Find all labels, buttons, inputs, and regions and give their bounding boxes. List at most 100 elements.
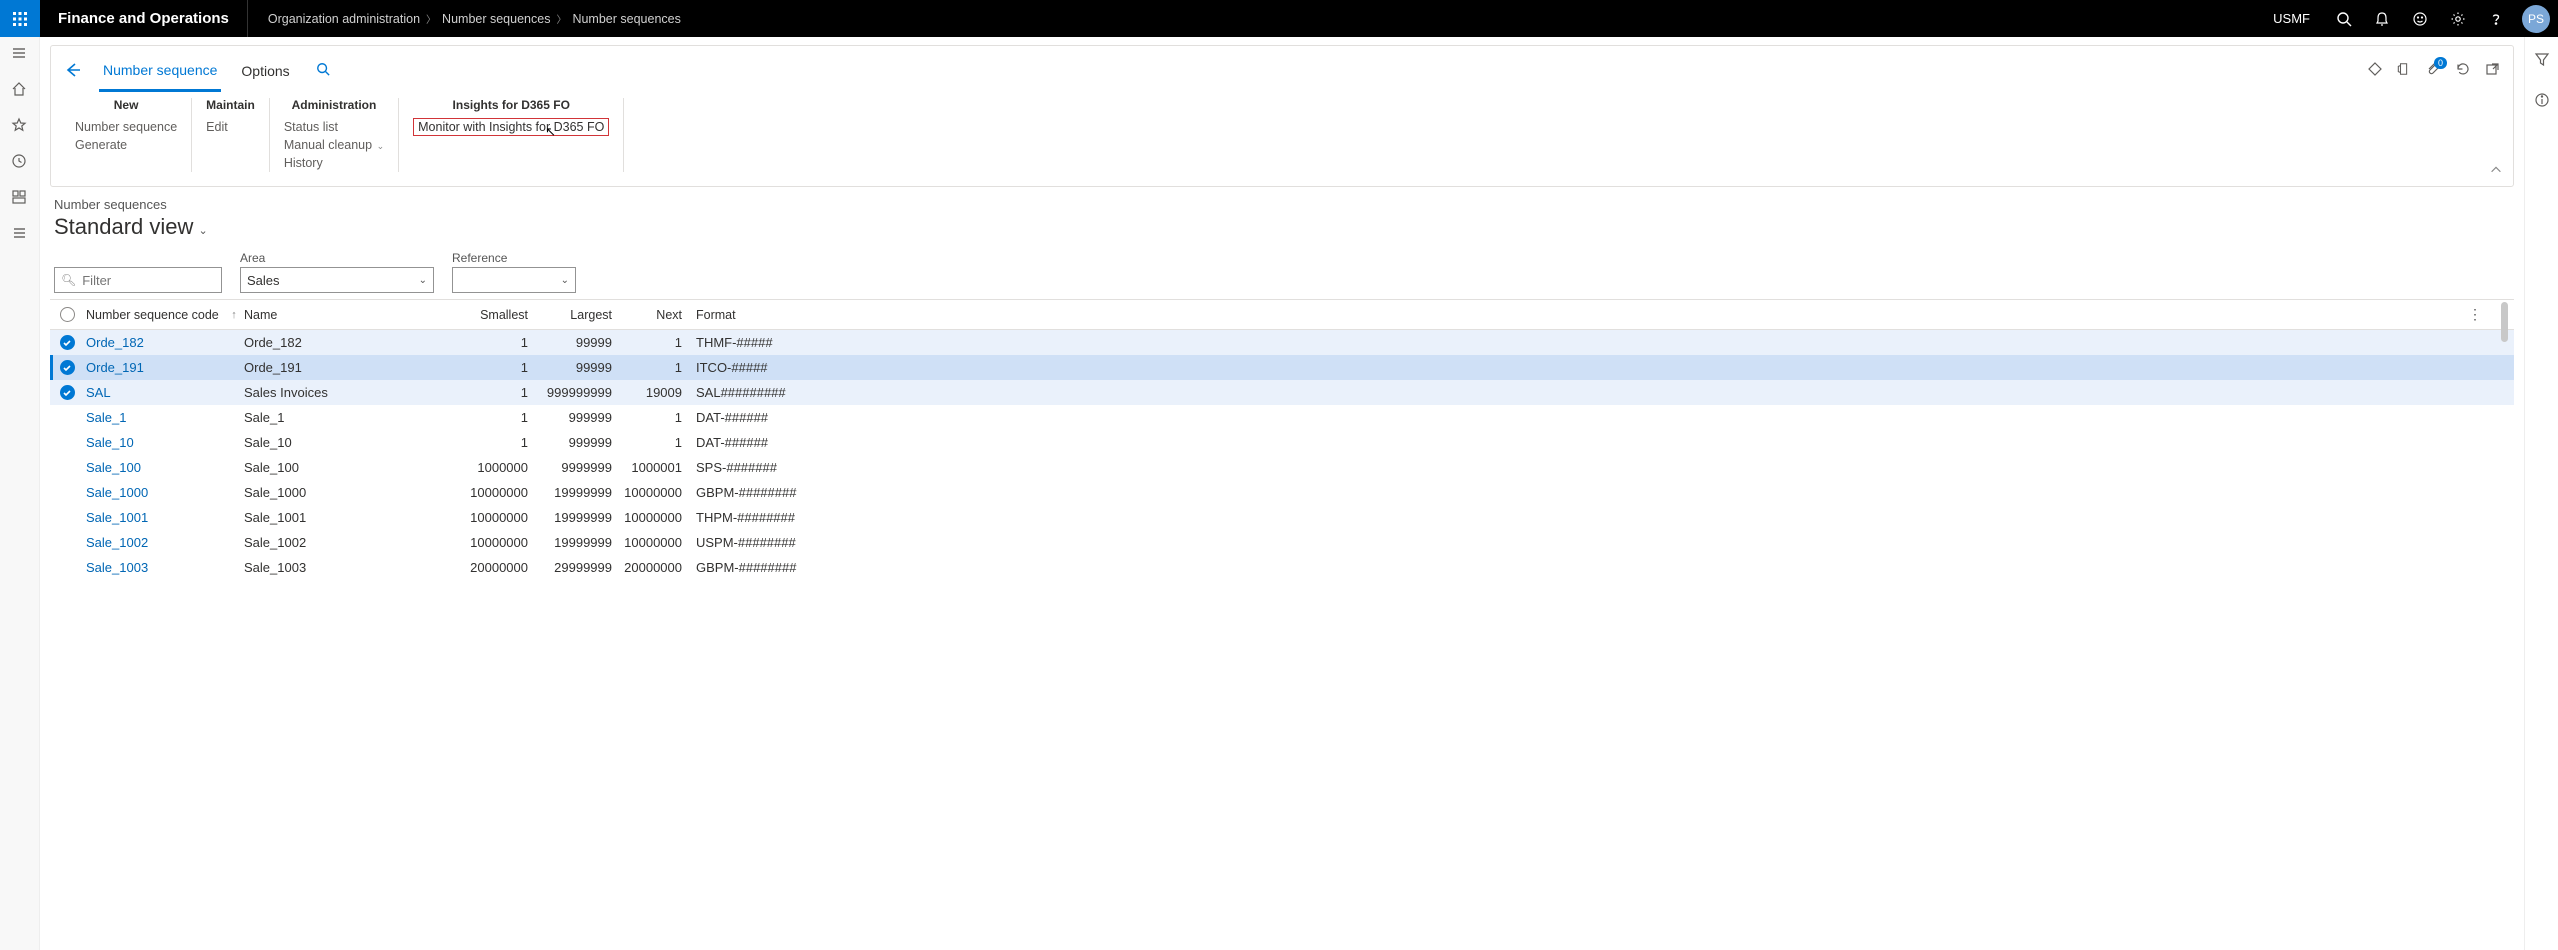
column-header-largest[interactable]: Largest [528,308,612,322]
group-title: Maintain [206,98,255,112]
help-icon[interactable] [2478,0,2514,37]
breadcrumb-item[interactable]: Number sequences [572,12,680,26]
cell-format: DAT-###### [686,410,2486,425]
cell-smallest: 1 [444,435,528,450]
cmd-edit[interactable]: Edit [206,118,255,136]
code-link[interactable]: Sale_1002 [86,535,148,550]
cell-largest: 19999999 [528,535,612,550]
select-all-checkbox[interactable] [60,307,75,322]
table-row[interactable]: Sale_1002Sale_10021000000019999999100000… [50,530,2514,555]
quick-filter-input[interactable]: 🔍︎ [54,267,222,293]
grid-more-icon[interactable]: ⋮ [2464,306,2486,323]
chevron-right-icon: 〉 [426,11,436,26]
code-link[interactable]: Orde_182 [86,335,144,350]
star-icon[interactable] [11,117,29,135]
bell-icon[interactable] [2364,0,2400,37]
cmd-manual-cleanup[interactable]: Manual cleanup ⌄ [284,136,384,154]
reference-select[interactable]: ⌄ [452,267,576,293]
row-checkbox[interactable] [60,360,75,375]
cell-name: Sale_1 [244,410,444,425]
table-row[interactable]: Orde_191Orde_1911999991ITCO-##### [50,355,2514,380]
sort-indicator-icon[interactable]: ↑ [224,309,244,321]
cmd-number-sequence[interactable]: Number sequence [75,118,177,136]
cell-smallest: 1 [444,335,528,350]
app-launcher-icon[interactable] [0,0,40,37]
recent-icon[interactable] [11,153,29,171]
cell-largest: 19999999 [528,510,612,525]
cell-format: DAT-###### [686,435,2486,450]
cell-largest: 999999 [528,435,612,450]
code-link[interactable]: Sale_1001 [86,510,148,525]
row-checkbox[interactable] [60,385,75,400]
table-row[interactable]: Sale_1000Sale_10001000000019999999100000… [50,480,2514,505]
table-row[interactable]: Sale_1Sale_119999991DAT-###### [50,405,2514,430]
code-link[interactable]: Sale_1000 [86,485,148,500]
collapse-pane-icon[interactable] [2489,163,2503,180]
cell-smallest: 10000000 [444,510,528,525]
breadcrumb-item[interactable]: Number sequences [442,12,550,26]
table-row[interactable]: SALSales Invoices199999999919009SAL#####… [50,380,2514,405]
cmd-history[interactable]: History [284,154,384,172]
action-pane: Number sequence Options 0 New N [50,45,2514,187]
scrollbar[interactable] [2501,302,2508,342]
table-row[interactable]: Sale_1001Sale_10011000000019999999100000… [50,505,2514,530]
popout-icon[interactable] [2485,61,2501,80]
cell-largest: 999999 [528,410,612,425]
column-header-name[interactable]: Name [244,308,444,322]
diamond-icon[interactable] [2367,61,2383,80]
brand-title: Finance and Operations [40,10,247,27]
cmd-generate[interactable]: Generate [75,136,177,154]
table-row[interactable]: Sale_1003Sale_10032000000029999999200000… [50,555,2514,580]
cell-smallest: 1 [444,360,528,375]
table-row[interactable]: Sale_100Sale_100100000099999991000001SPS… [50,455,2514,480]
column-header-format[interactable]: Format [686,308,2464,322]
tab-options[interactable]: Options [237,50,293,90]
cell-smallest: 1000000 [444,460,528,475]
table-row[interactable]: Orde_182Orde_1821999991THMF-##### [50,330,2514,355]
breadcrumb-item[interactable]: Organization administration [268,12,420,26]
cmd-status-list[interactable]: Status list [284,118,384,136]
office-icon[interactable] [2397,61,2411,80]
code-link[interactable]: Sale_100 [86,460,141,475]
quick-filter-field[interactable] [80,272,210,289]
column-header-code[interactable]: Number sequence code [84,308,224,322]
filter-pane-icon[interactable] [2534,51,2550,70]
topbar-actions: USMF PS [2259,0,2558,37]
cell-largest: 29999999 [528,560,612,575]
cell-next: 10000000 [612,535,686,550]
search-icon[interactable] [2326,0,2362,37]
cell-name: Sale_1000 [244,485,444,500]
home-icon[interactable] [11,81,29,99]
cell-smallest: 20000000 [444,560,528,575]
related-info-icon[interactable] [2534,92,2550,111]
column-header-smallest[interactable]: Smallest [444,308,528,322]
cell-name: Sale_100 [244,460,444,475]
row-checkbox[interactable] [60,335,75,350]
attachments-icon[interactable]: 0 [2425,61,2441,80]
right-rail [2524,37,2558,950]
back-button[interactable] [63,60,83,80]
smiley-icon[interactable] [2402,0,2438,37]
company-selector[interactable]: USMF [2259,11,2324,26]
area-select[interactable]: Sales⌄ [240,267,434,293]
cmd-monitor-insights[interactable]: Monitor with Insights for D365 FO [413,118,609,136]
refresh-icon[interactable] [2455,61,2471,80]
view-selector[interactable]: Standard view ⌄ [54,214,208,240]
cell-next: 1 [612,410,686,425]
group-new: New Number sequence Generate [61,98,192,172]
avatar[interactable]: PS [2522,5,2550,33]
hamburger-icon[interactable] [11,45,29,63]
workspace-icon[interactable] [11,189,29,207]
code-link[interactable]: SAL [86,385,111,400]
modules-icon[interactable] [11,225,29,243]
code-link[interactable]: Sale_10 [86,435,134,450]
code-link[interactable]: Orde_191 [86,360,144,375]
action-search-icon[interactable] [316,62,330,79]
cell-largest: 99999 [528,335,612,350]
code-link[interactable]: Sale_1003 [86,560,148,575]
table-row[interactable]: Sale_10Sale_1019999991DAT-###### [50,430,2514,455]
column-header-next[interactable]: Next [612,308,686,322]
gear-icon[interactable] [2440,0,2476,37]
code-link[interactable]: Sale_1 [86,410,126,425]
tab-number-sequence[interactable]: Number sequence [99,49,221,92]
